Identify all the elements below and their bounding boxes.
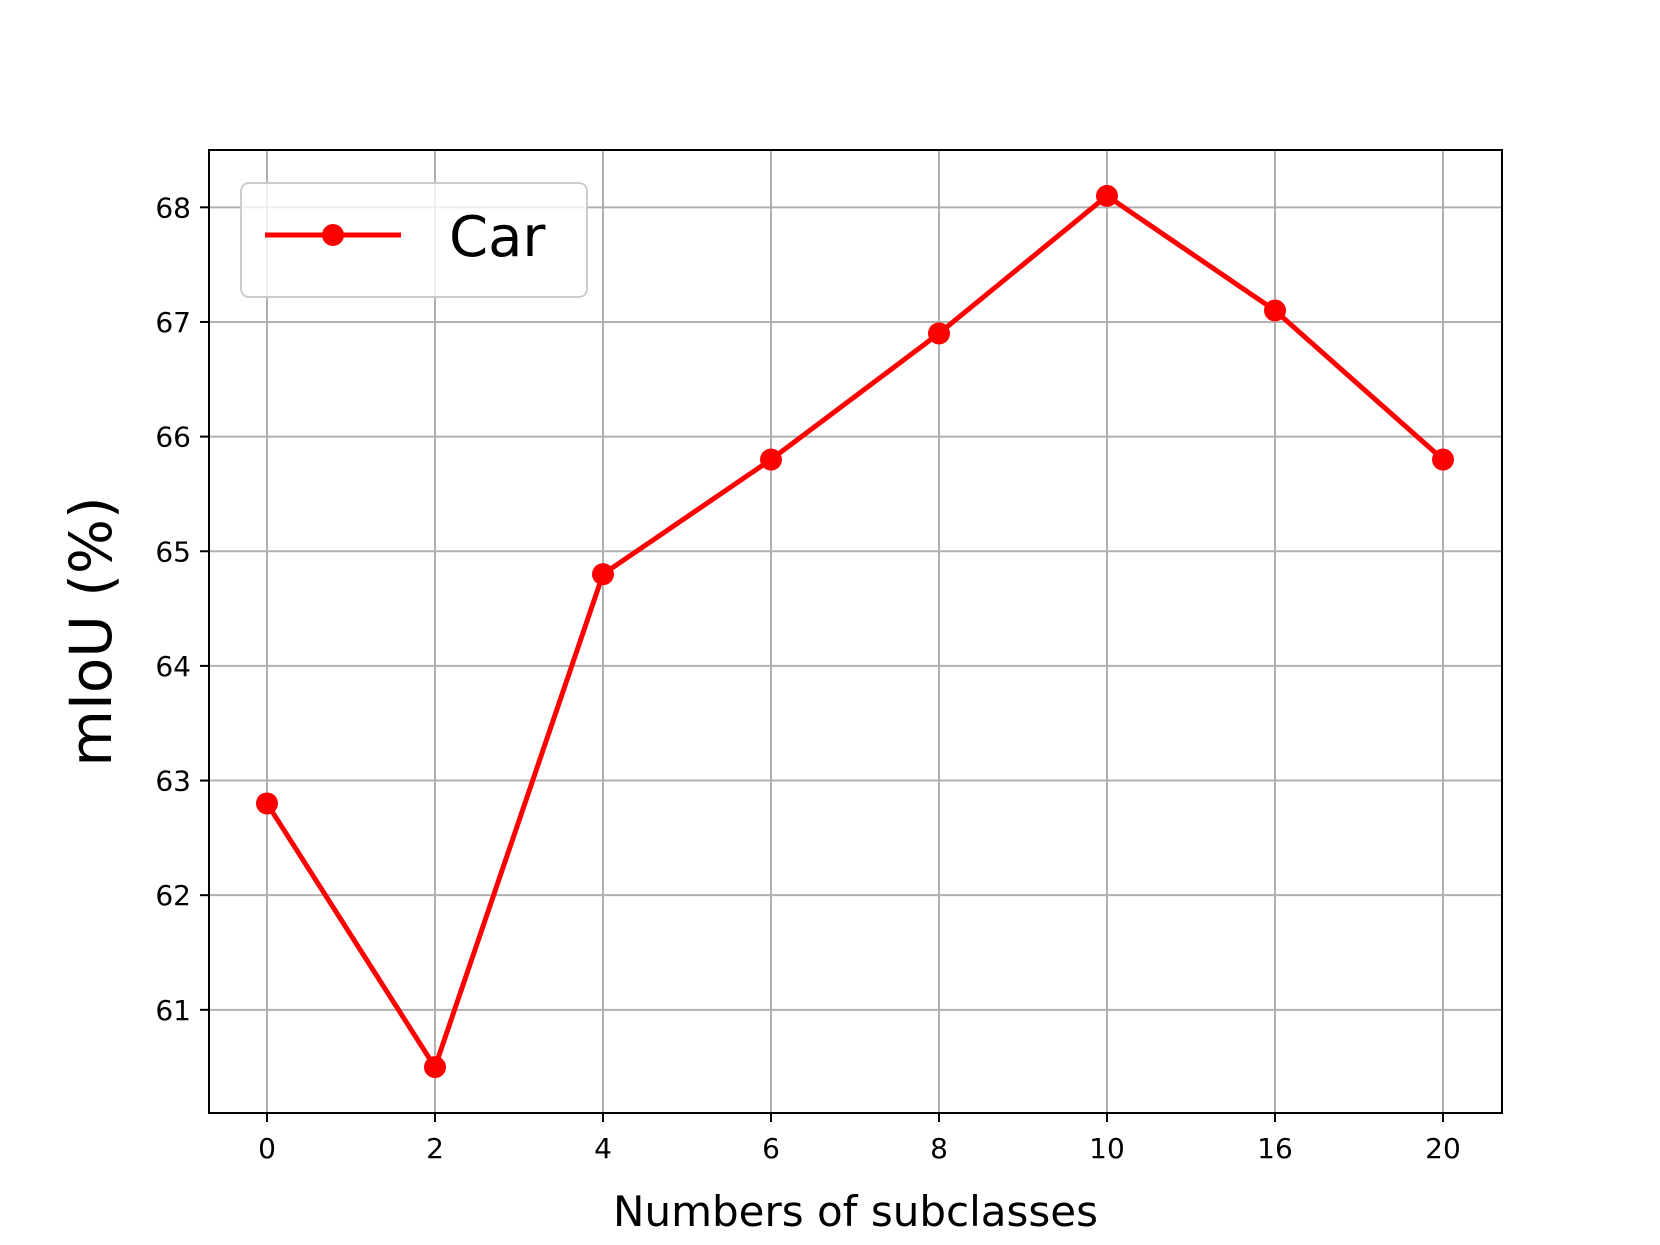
x-tick-label: 0 xyxy=(258,1132,276,1165)
data-point xyxy=(424,1056,446,1079)
y-tick-label: 68 xyxy=(155,191,191,224)
y-tick-label: 66 xyxy=(155,421,191,454)
y-tick-label: 65 xyxy=(155,535,191,568)
data-point xyxy=(1432,448,1454,471)
y-tick-label: 63 xyxy=(155,765,191,798)
series-layer xyxy=(256,184,1454,1079)
x-tick-label: 8 xyxy=(930,1132,948,1165)
x-axis-title: Numbers of subclasses xyxy=(613,1187,1098,1236)
legend-marker xyxy=(322,224,344,246)
data-point xyxy=(928,322,950,345)
y-tick-label: 62 xyxy=(155,879,191,912)
legend-entry-car: Car xyxy=(449,205,546,270)
legend-box xyxy=(240,182,588,298)
x-tick-label: 20 xyxy=(1425,1132,1461,1165)
y-axis: 61 62 63 64 65 66 67 68 xyxy=(155,191,209,1027)
plot-frame xyxy=(208,149,1503,1114)
legend: Car xyxy=(240,182,588,298)
x-tick-label: 16 xyxy=(1257,1132,1293,1165)
y-tick-label: 64 xyxy=(155,650,191,683)
x-tick-label: 4 xyxy=(594,1132,612,1165)
y-tick-label: 61 xyxy=(155,994,191,1027)
x-tick-label: 2 xyxy=(426,1132,444,1165)
y-tick-label: 67 xyxy=(155,306,191,339)
data-point xyxy=(760,448,782,471)
data-point xyxy=(256,792,278,815)
data-point xyxy=(592,563,614,586)
x-tick-label: 10 xyxy=(1089,1132,1125,1165)
data-point xyxy=(1264,299,1286,322)
data-point xyxy=(1096,184,1118,207)
x-tick-label: 6 xyxy=(762,1132,780,1165)
grid xyxy=(209,150,1502,1113)
y-axis-title: mIoU (%) xyxy=(57,496,125,766)
x-axis: 0 2 4 6 8 10 16 20 xyxy=(258,1113,1461,1165)
series-line-car xyxy=(264,193,1445,1070)
